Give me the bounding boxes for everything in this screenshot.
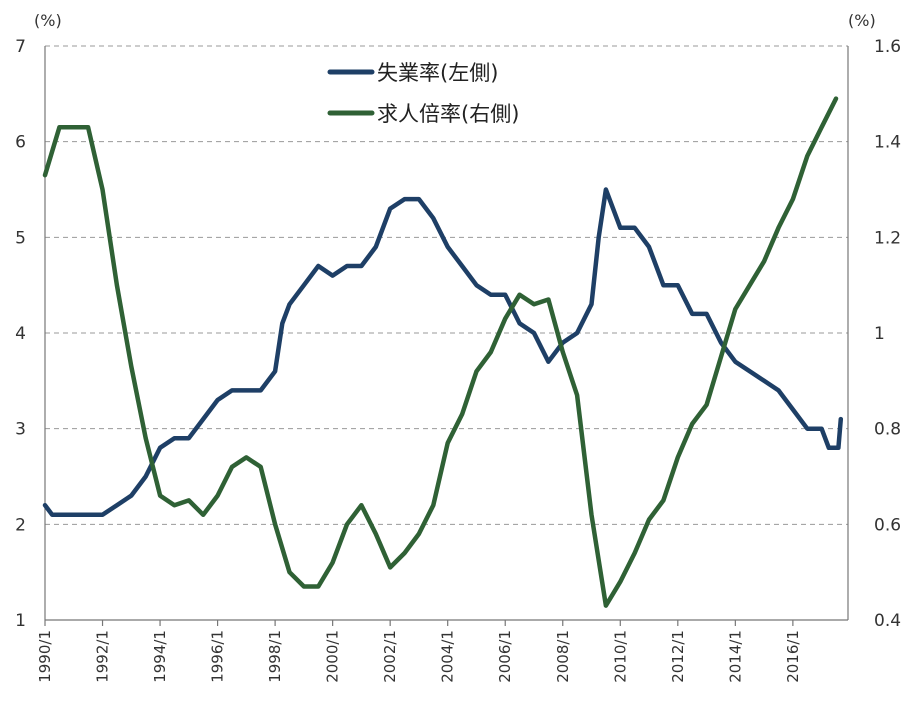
right-y-tick-labels: 0.4 0.6 0.8 1 1.2 1.4 1.6 [874, 37, 901, 631]
x-tick-label: 2002/1 [381, 630, 399, 683]
x-tick-label: 2006/1 [496, 630, 514, 683]
x-tick-label: 2004/1 [439, 630, 457, 683]
legend: 失業率(左側) 求人倍率(右側) [327, 61, 519, 126]
series-line-job-ratio [42, 96, 839, 608]
right-y-tick-label: 1 [874, 324, 885, 344]
right-y-tick-label: 0.4 [874, 611, 901, 631]
right-y-tick-label: 0.8 [874, 420, 901, 440]
left-y-tick-label: 1 [15, 611, 26, 631]
x-tick-label: 1998/1 [266, 630, 284, 683]
x-tick-label: 1994/1 [151, 630, 169, 683]
legend-label-unemployment: 失業率(左側) [377, 61, 498, 85]
right-axis-unit: (%) [848, 11, 876, 30]
left-y-tick-label: 7 [15, 37, 26, 57]
axes [44, 46, 849, 626]
x-tick-label: 1990/1 [36, 630, 54, 683]
x-tick-label: 2010/1 [611, 630, 629, 683]
left-axis-unit: (%) [34, 11, 62, 30]
x-tick-label: 2000/1 [324, 630, 342, 683]
left-y-tick-label: 2 [15, 515, 26, 535]
left-y-tick-label: 5 [15, 228, 26, 248]
x-tick-label: 2012/1 [669, 630, 687, 683]
right-y-tick-label: 0.6 [874, 515, 901, 535]
legend-label-job-ratio: 求人倍率(右側) [377, 102, 519, 126]
left-y-tick-label: 4 [15, 324, 26, 344]
left-y-tick-label: 3 [15, 420, 26, 440]
series-lines [42, 96, 844, 608]
x-tick-label: 2016/1 [784, 630, 802, 683]
x-tick-labels: 1990/1 1992/1 1994/1 1996/1 1998/1 2000/1 2002… [36, 630, 802, 683]
left-y-tick-labels: 1 2 3 4 5 6 7 [15, 37, 26, 631]
x-tick-label: 2008/1 [554, 630, 572, 683]
right-y-tick-label: 1.2 [874, 228, 901, 248]
x-tick-label: 2014/1 [726, 630, 744, 683]
left-y-tick-label: 6 [15, 133, 26, 153]
x-tick-label: 1996/1 [209, 630, 227, 683]
x-tick-label: 1992/1 [94, 630, 112, 683]
right-y-tick-label: 1.4 [874, 133, 901, 153]
series-line-unemployment [42, 187, 844, 518]
right-y-tick-label: 1.6 [874, 37, 901, 57]
